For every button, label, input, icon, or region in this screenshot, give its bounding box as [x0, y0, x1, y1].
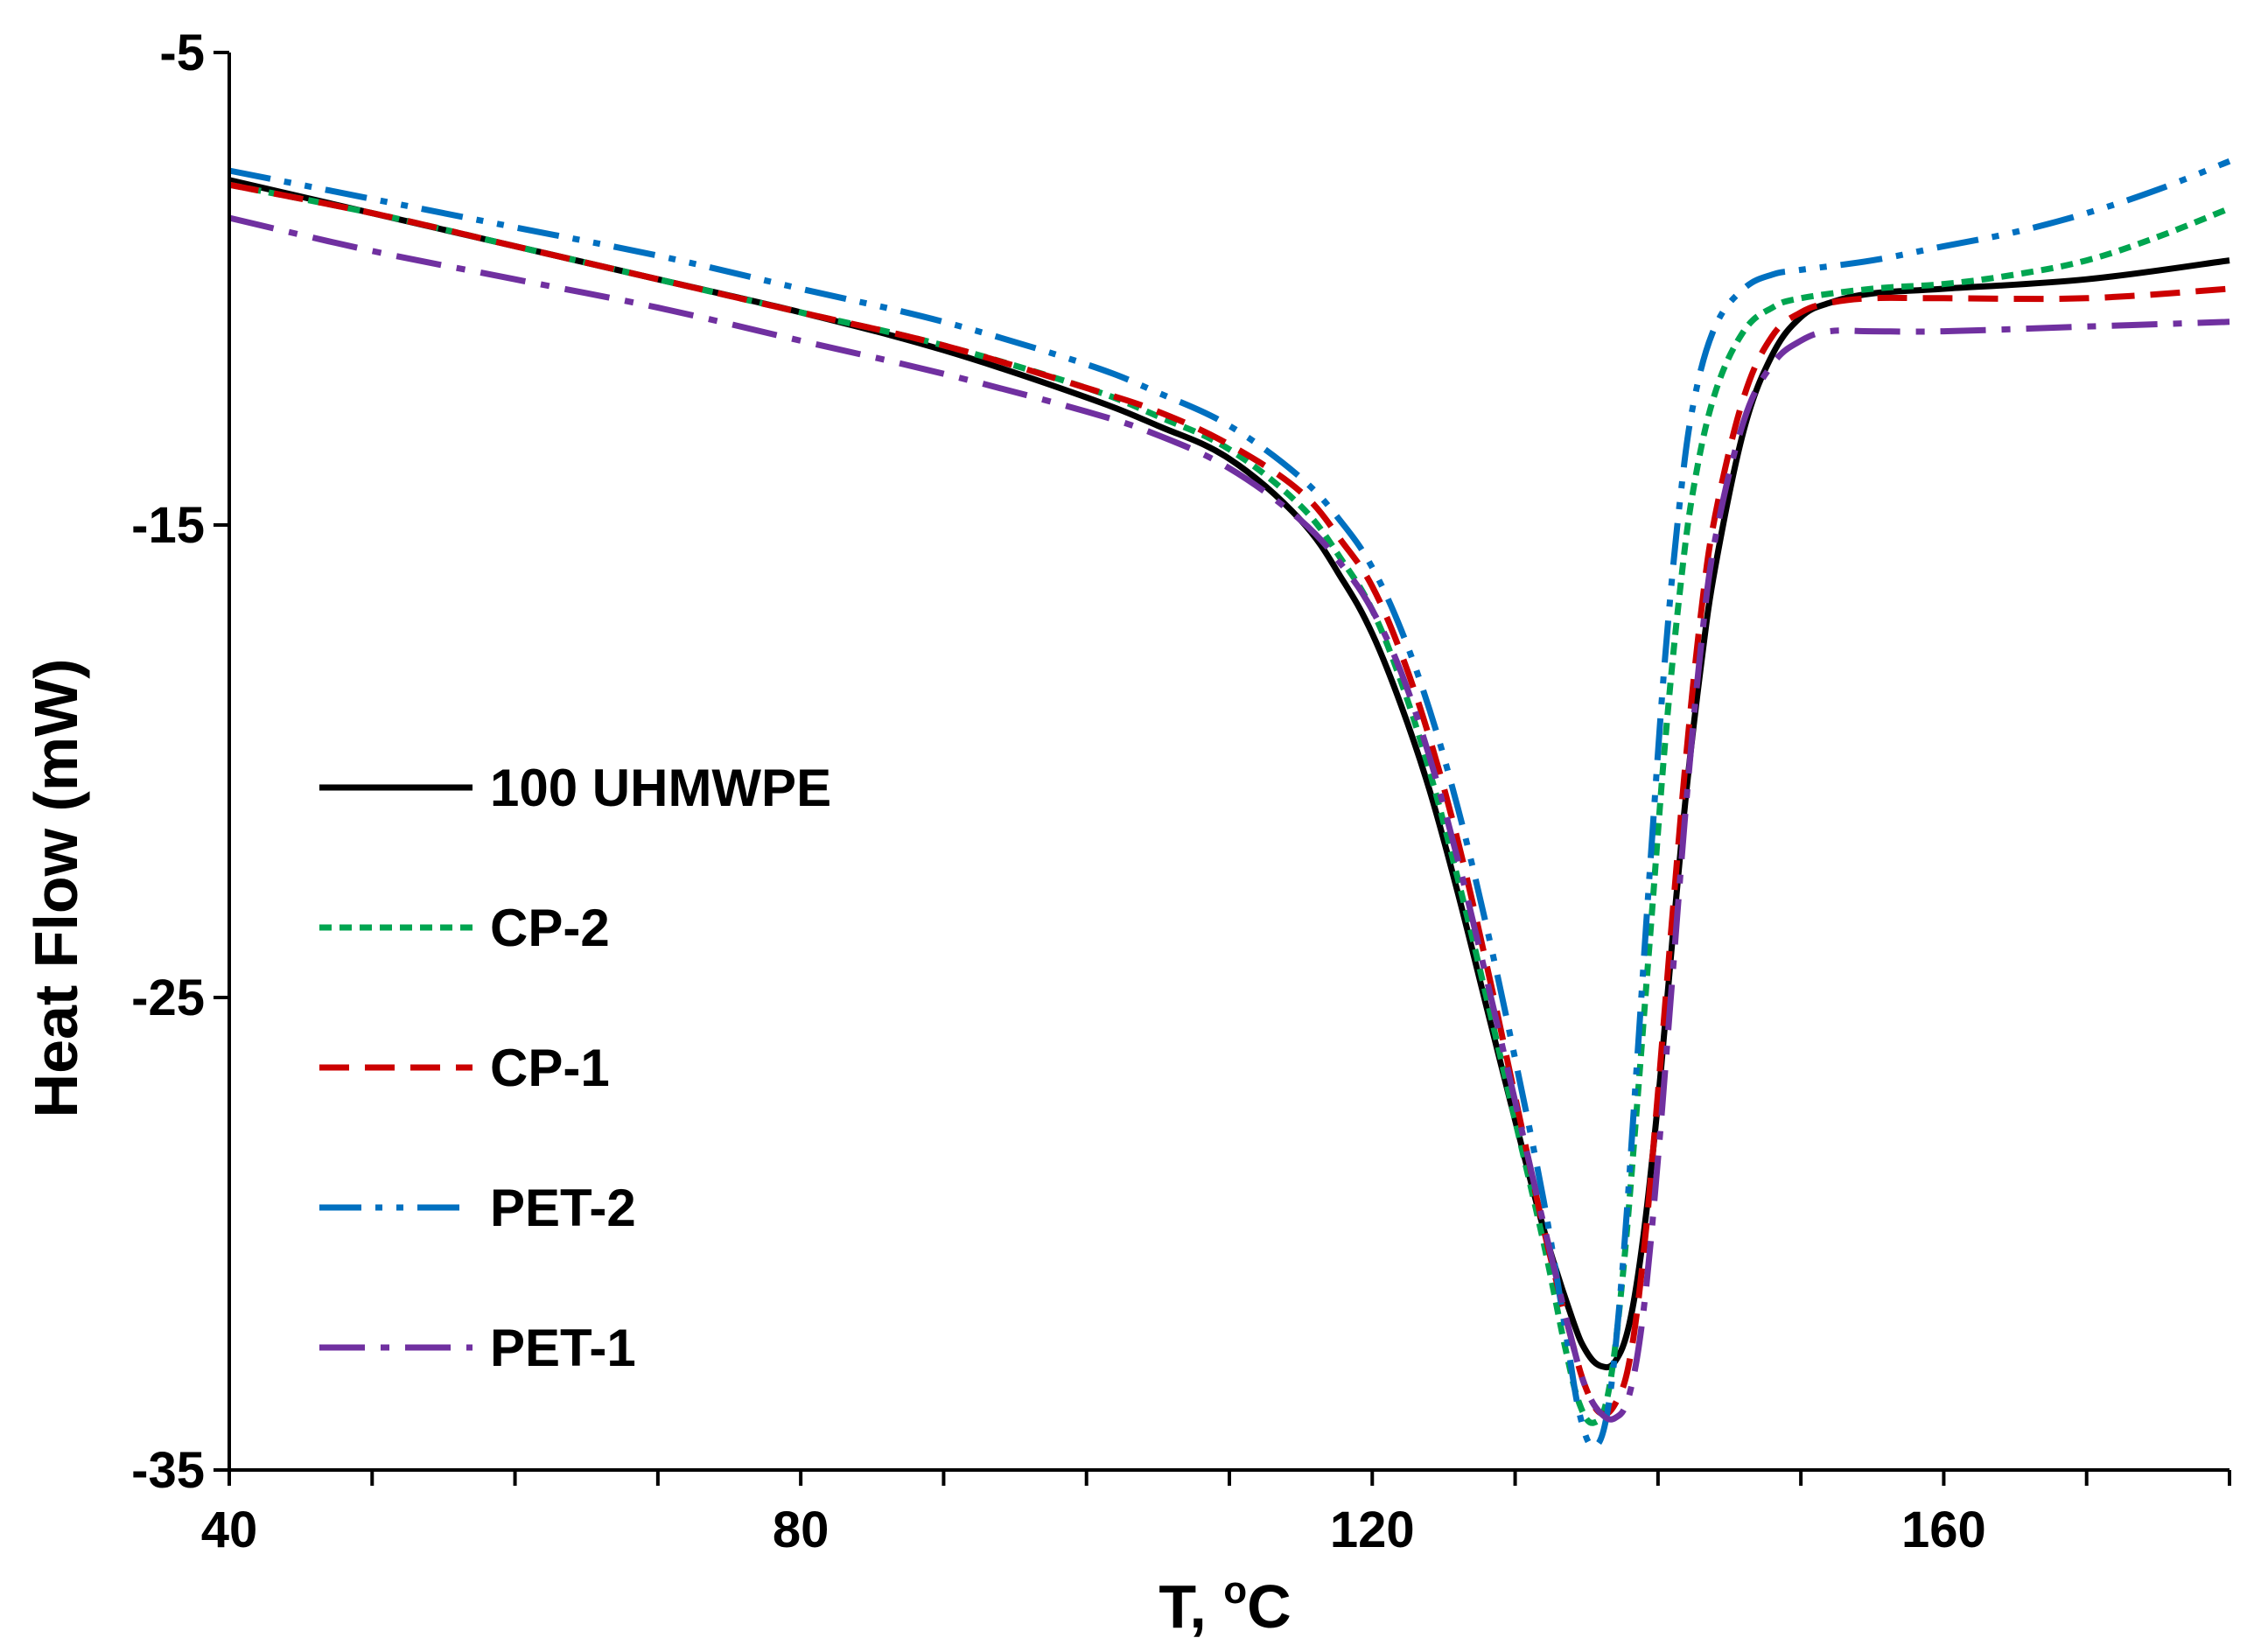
y-tick-label: -15 [131, 497, 205, 554]
axes [214, 51, 2231, 1486]
x-tick-label: 160 [1901, 1502, 1986, 1558]
series-line-5 [228, 214, 2230, 1423]
legend-label-1: 100 UHMWPE [490, 759, 831, 817]
x-tick-label: 40 [201, 1502, 258, 1558]
series-line-3 [228, 181, 2230, 1418]
series-line-4 [228, 158, 2231, 1450]
y-axis-title: Heat Flow (mW) [22, 659, 90, 1118]
legend-label-2: CP-2 [490, 899, 610, 957]
x-axis-title: T, oC [1158, 1569, 1291, 1641]
y-tick-label: -25 [131, 970, 205, 1026]
y-tick-label: -5 [159, 24, 205, 81]
legend-label-5: PET-1 [490, 1319, 636, 1377]
x-tick-label: 80 [773, 1502, 830, 1558]
plot-lines [228, 158, 2231, 1450]
y-tick-label: -35 [131, 1442, 205, 1499]
legend: 100 UHMWPE CP-2 CP-1 PET-2 PET-1 [319, 759, 831, 1377]
legend-label-3: CP-1 [490, 1039, 610, 1097]
legend-label-4: PET-2 [490, 1179, 636, 1237]
x-tick-label: 120 [1330, 1502, 1415, 1558]
